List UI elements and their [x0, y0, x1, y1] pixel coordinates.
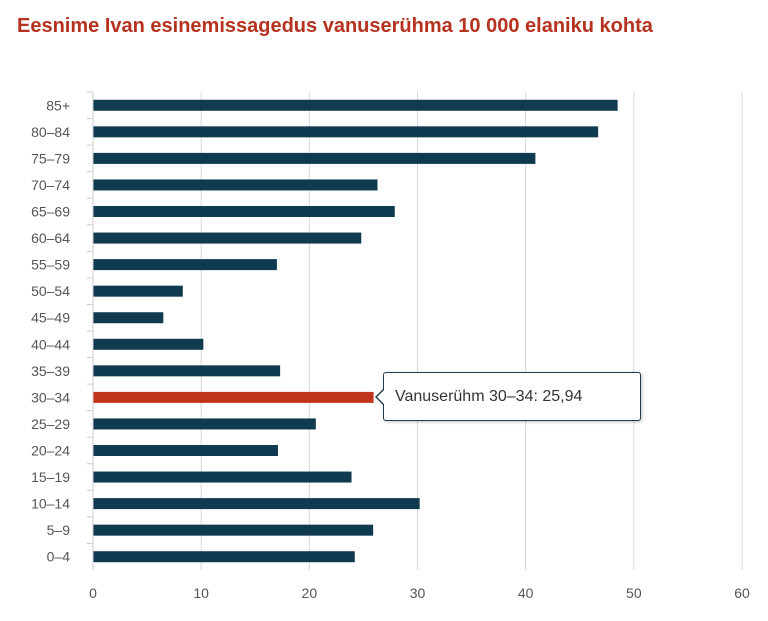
y-tick-label: 40–44 [31, 336, 70, 352]
x-tick-label: 10 [193, 585, 209, 601]
x-axis-labels: 0 10 20 30 40 50 60 [89, 585, 750, 601]
bar-70–74[interactable] [93, 179, 378, 191]
bar-65–69[interactable] [93, 206, 395, 217]
y-tick-label: 5–9 [47, 522, 71, 538]
grid-lines [200, 92, 743, 570]
x-tick-label: 50 [626, 585, 642, 601]
bar-55–59[interactable] [93, 259, 277, 271]
bar-5–9[interactable] [93, 524, 374, 536]
y-tick-label: 80–84 [31, 124, 70, 140]
chart-title: Eesnime Ivan esinemissagedus vanuserühma… [17, 15, 653, 37]
y-tick-label: 25–29 [31, 416, 70, 432]
y-tick-label: 70–74 [31, 177, 70, 193]
y-tick-label: 65–69 [31, 204, 70, 220]
y-tick-label: 0–4 [47, 549, 71, 565]
bar-25–29[interactable] [93, 418, 316, 430]
bar-75–79[interactable] [93, 152, 536, 164]
y-tick-label: 55–59 [31, 257, 70, 273]
tooltip-arrow-fill [377, 389, 385, 405]
y-tick-label: 60–64 [31, 230, 70, 246]
bar-30–34[interactable] [93, 391, 374, 403]
bar-35–39[interactable] [93, 365, 281, 377]
y-tick-label: 35–39 [31, 363, 70, 379]
bars [93, 99, 618, 563]
bar-15–19[interactable] [93, 471, 352, 483]
y-tick-label: 30–34 [31, 389, 70, 405]
y-tick-label: 45–49 [31, 310, 70, 326]
bar-45–49[interactable] [93, 312, 164, 324]
x-tick-label: 20 [302, 585, 318, 601]
x-tick-label: 60 [734, 585, 750, 601]
bar-50–54[interactable] [93, 285, 183, 297]
bar-40–44[interactable] [93, 338, 204, 350]
bar-0–4[interactable] [93, 551, 355, 563]
y-tick-label: 20–24 [31, 443, 70, 459]
y-tick-label: 75–79 [31, 150, 70, 166]
y-tick-label: 10–14 [31, 496, 70, 512]
y-axis-labels: 85+ 80–84 75–79 70–74 65–69 60–64 55–59 50–54 45… [31, 91, 93, 565]
bar-20–24[interactable] [93, 445, 278, 456]
x-tick-label: 0 [89, 585, 97, 601]
x-tick-label: 30 [410, 585, 426, 601]
bar-85+[interactable] [93, 99, 618, 111]
y-tick-label: 50–54 [31, 283, 70, 299]
bar-80–84[interactable] [93, 126, 599, 138]
x-tick-label: 40 [518, 585, 534, 601]
bar-10–14[interactable] [93, 498, 420, 510]
tooltip: Vanuserühm 30–34: 25,94 [383, 372, 641, 421]
y-tick-label: 15–19 [31, 469, 70, 485]
bar-60–64[interactable] [93, 232, 362, 244]
y-tick-label: 85+ [46, 97, 70, 113]
tooltip-text: Vanuserühm 30–34: 25,94 [395, 388, 583, 405]
